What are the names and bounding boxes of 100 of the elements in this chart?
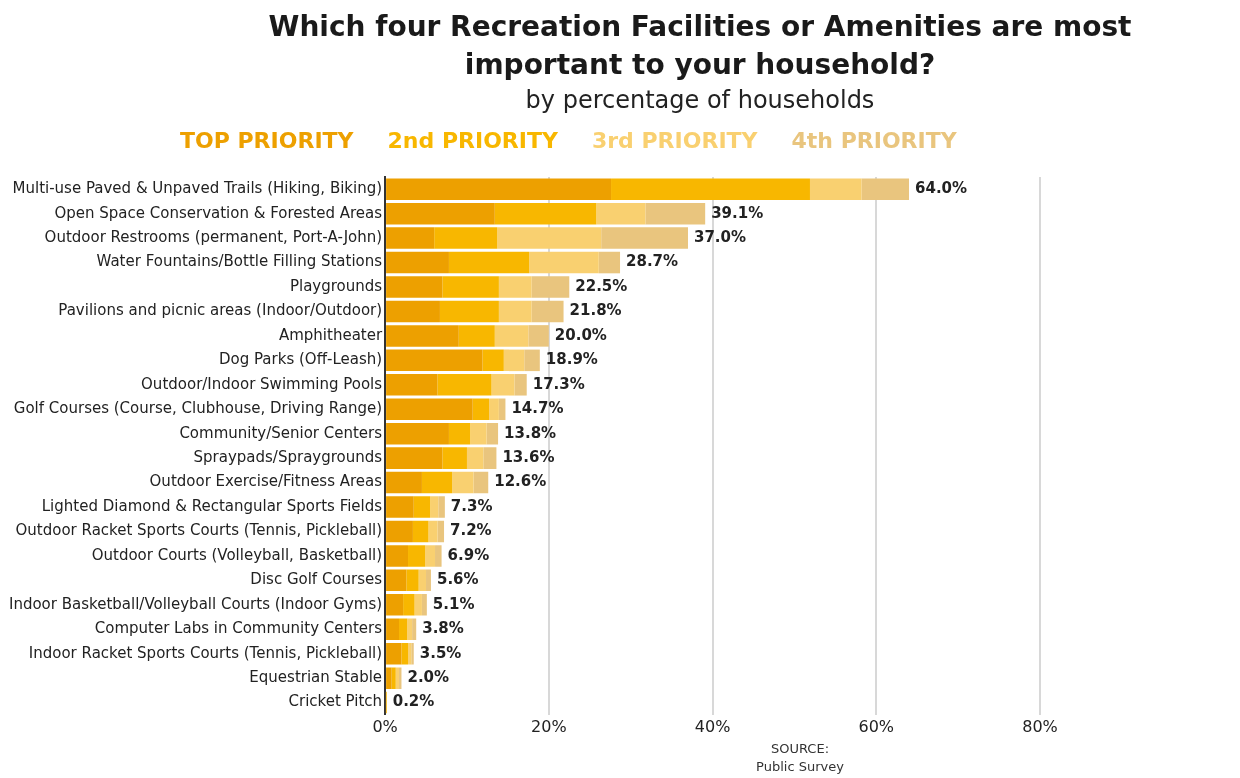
bar <box>386 667 392 689</box>
chart-subtitle: by percentage of households <box>524 86 876 114</box>
series-label: 4th PRIORITY <box>791 128 957 153</box>
y-tick-label: Equestrian Stable <box>249 668 383 687</box>
y-tick-label: Golf Courses (Course, Clubhouse, Driving Range) <box>13 399 383 418</box>
bar <box>386 594 404 616</box>
y-tick-label: Disc Golf Courses <box>250 570 383 589</box>
bar <box>611 178 810 200</box>
total-label: 13.8% <box>504 423 557 442</box>
bar <box>473 471 489 494</box>
bar <box>645 202 706 225</box>
bar <box>448 422 471 445</box>
text: 3rd PRIORITY <box>591 128 758 153</box>
bar <box>403 594 415 616</box>
bar <box>408 545 426 567</box>
bar <box>386 422 449 445</box>
bar <box>483 447 497 469</box>
bar <box>514 374 527 396</box>
total-label: 18.9% <box>545 350 598 369</box>
bar <box>386 202 495 225</box>
bar <box>386 569 407 592</box>
bar <box>386 618 400 640</box>
bar <box>489 398 499 420</box>
total-label: 21.8% <box>569 301 622 320</box>
bar <box>439 300 499 323</box>
source-note: SOURCE: Public Survey <box>755 740 845 776</box>
bar <box>386 496 414 518</box>
bar <box>531 300 564 323</box>
bar <box>466 447 484 469</box>
y-tick-label: Open Space Conservation & Forested Areas <box>54 203 383 222</box>
y-tick-label: Indoor Basketball/Volleyball Courts (Indoor Gyms) <box>8 594 383 613</box>
total-label: 0.2% <box>392 692 435 711</box>
bar <box>386 325 459 347</box>
bar <box>386 349 483 372</box>
total-label: 2.0% <box>407 668 450 687</box>
bar <box>391 667 396 689</box>
y-tick-label: Outdoor Restrooms (permanent, Port-A-John) <box>44 228 383 246</box>
bar <box>809 178 862 200</box>
bar <box>494 202 597 225</box>
bar <box>491 374 515 396</box>
x-tick-label: 40% <box>694 716 731 736</box>
total-label: 7.3% <box>450 496 493 515</box>
bar <box>498 300 532 323</box>
bar <box>472 398 490 420</box>
bar <box>434 227 498 249</box>
bar <box>414 594 422 616</box>
bar <box>386 520 413 543</box>
chart-title: Which four Recreation Facilities or Amenities are most important to your household? <box>267 9 1133 83</box>
bar <box>428 520 438 543</box>
y-tick-label: Playgrounds <box>289 276 383 295</box>
bar <box>498 398 506 420</box>
total-label: 7.2% <box>450 521 492 540</box>
bar <box>407 618 413 640</box>
total-label: 3.5% <box>419 643 462 662</box>
bar <box>524 349 540 372</box>
bar <box>437 374 492 396</box>
bar <box>498 276 532 298</box>
bar <box>421 594 427 616</box>
y-tick-label: Lighted Diamond & Rectangular Sports Fields <box>41 496 383 515</box>
bar <box>386 398 473 420</box>
bar <box>596 202 646 225</box>
x-tick-label: 20% <box>531 716 567 736</box>
bar <box>386 276 443 298</box>
x-tick-label: 80% <box>1022 716 1058 736</box>
bar <box>401 642 409 665</box>
bar <box>529 251 599 274</box>
y-tick-label: Dog Parks (Off-Leash) <box>218 350 383 369</box>
total-label: 3.8% <box>422 619 464 638</box>
y-tick-label: Cricket Pitch <box>288 692 383 711</box>
total-label: 13.6% <box>502 448 555 467</box>
total-label: 5.1% <box>432 594 475 613</box>
bar <box>437 520 445 543</box>
y-tick-label: Computer Labs in Community Centers <box>94 619 383 638</box>
bar <box>386 251 449 274</box>
bar <box>458 325 495 347</box>
total-label: 64.0% <box>915 179 968 198</box>
y-tick-label: Multi-use Paved & Unpaved Trails (Hiking, Biking) <box>12 179 383 198</box>
bar <box>386 300 440 323</box>
bar <box>421 471 453 494</box>
y-tick-label: Outdoor Exercise/Fitness Areas <box>149 472 383 491</box>
bar <box>470 422 487 445</box>
bar <box>425 545 436 567</box>
total-label: 20.0% <box>554 325 607 344</box>
bar <box>386 545 409 567</box>
bar <box>482 349 504 372</box>
bar <box>386 374 438 396</box>
text: 2nd PRIORITY <box>387 128 558 153</box>
bar <box>386 227 435 249</box>
bar <box>494 325 529 347</box>
total-label: 28.7% <box>626 252 679 271</box>
bar <box>386 642 402 665</box>
total-label: 12.6% <box>494 472 547 491</box>
y-tick-label: Spraypads/Spraygrounds <box>193 448 383 467</box>
bar <box>435 545 442 567</box>
bar <box>430 496 439 518</box>
total-label: 37.0% <box>693 228 747 246</box>
series-label: TOP PRIORITY <box>180 128 354 153</box>
total-label: 6.9% <box>447 545 490 564</box>
y-tick-label: Indoor Racket Sports Courts (Tennis, Pickleball) <box>28 643 383 662</box>
y-tick-label: Amphitheater <box>278 325 383 344</box>
